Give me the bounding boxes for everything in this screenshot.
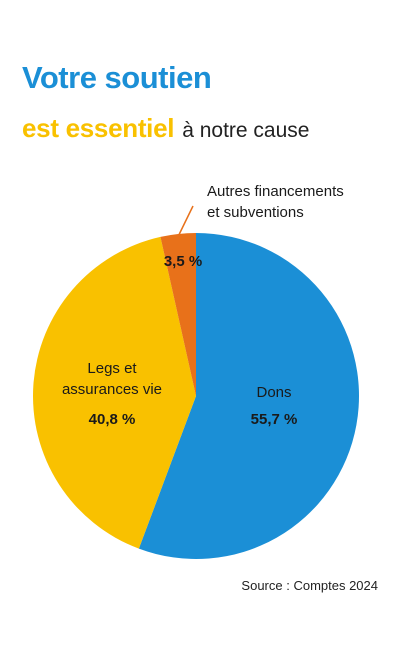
title-subtext: à notre cause — [182, 119, 310, 142]
slice-label-1: Legs et assurances vie — [62, 360, 162, 398]
slice-value-0: 55,7 % — [251, 411, 298, 428]
title-line-1: Votre soutien — [22, 60, 212, 95]
slice-label-2: Autres financements et subventions — [207, 183, 344, 221]
pie-slices — [32, 233, 359, 559]
title-line-2: est essentiel à notre cause — [22, 113, 309, 144]
pie-slice-2 — [160, 233, 196, 396]
leader-line-autres — [171, 205, 194, 250]
pie-slice-0 — [138, 233, 359, 559]
pie-slice-1 — [32, 236, 197, 549]
pie-labels: Dons 55,7 % Legs et assurances vie 40,8 % Aut… — [62, 183, 344, 428]
title-highlight: est essentiel — [22, 113, 175, 143]
slice-value-1: 40,8 % — [89, 411, 136, 428]
slice-value-2: 3,5 % — [164, 253, 202, 270]
source-note: Source : Comptes 2024 — [241, 578, 378, 593]
slice-label-0: Dons — [256, 384, 291, 401]
